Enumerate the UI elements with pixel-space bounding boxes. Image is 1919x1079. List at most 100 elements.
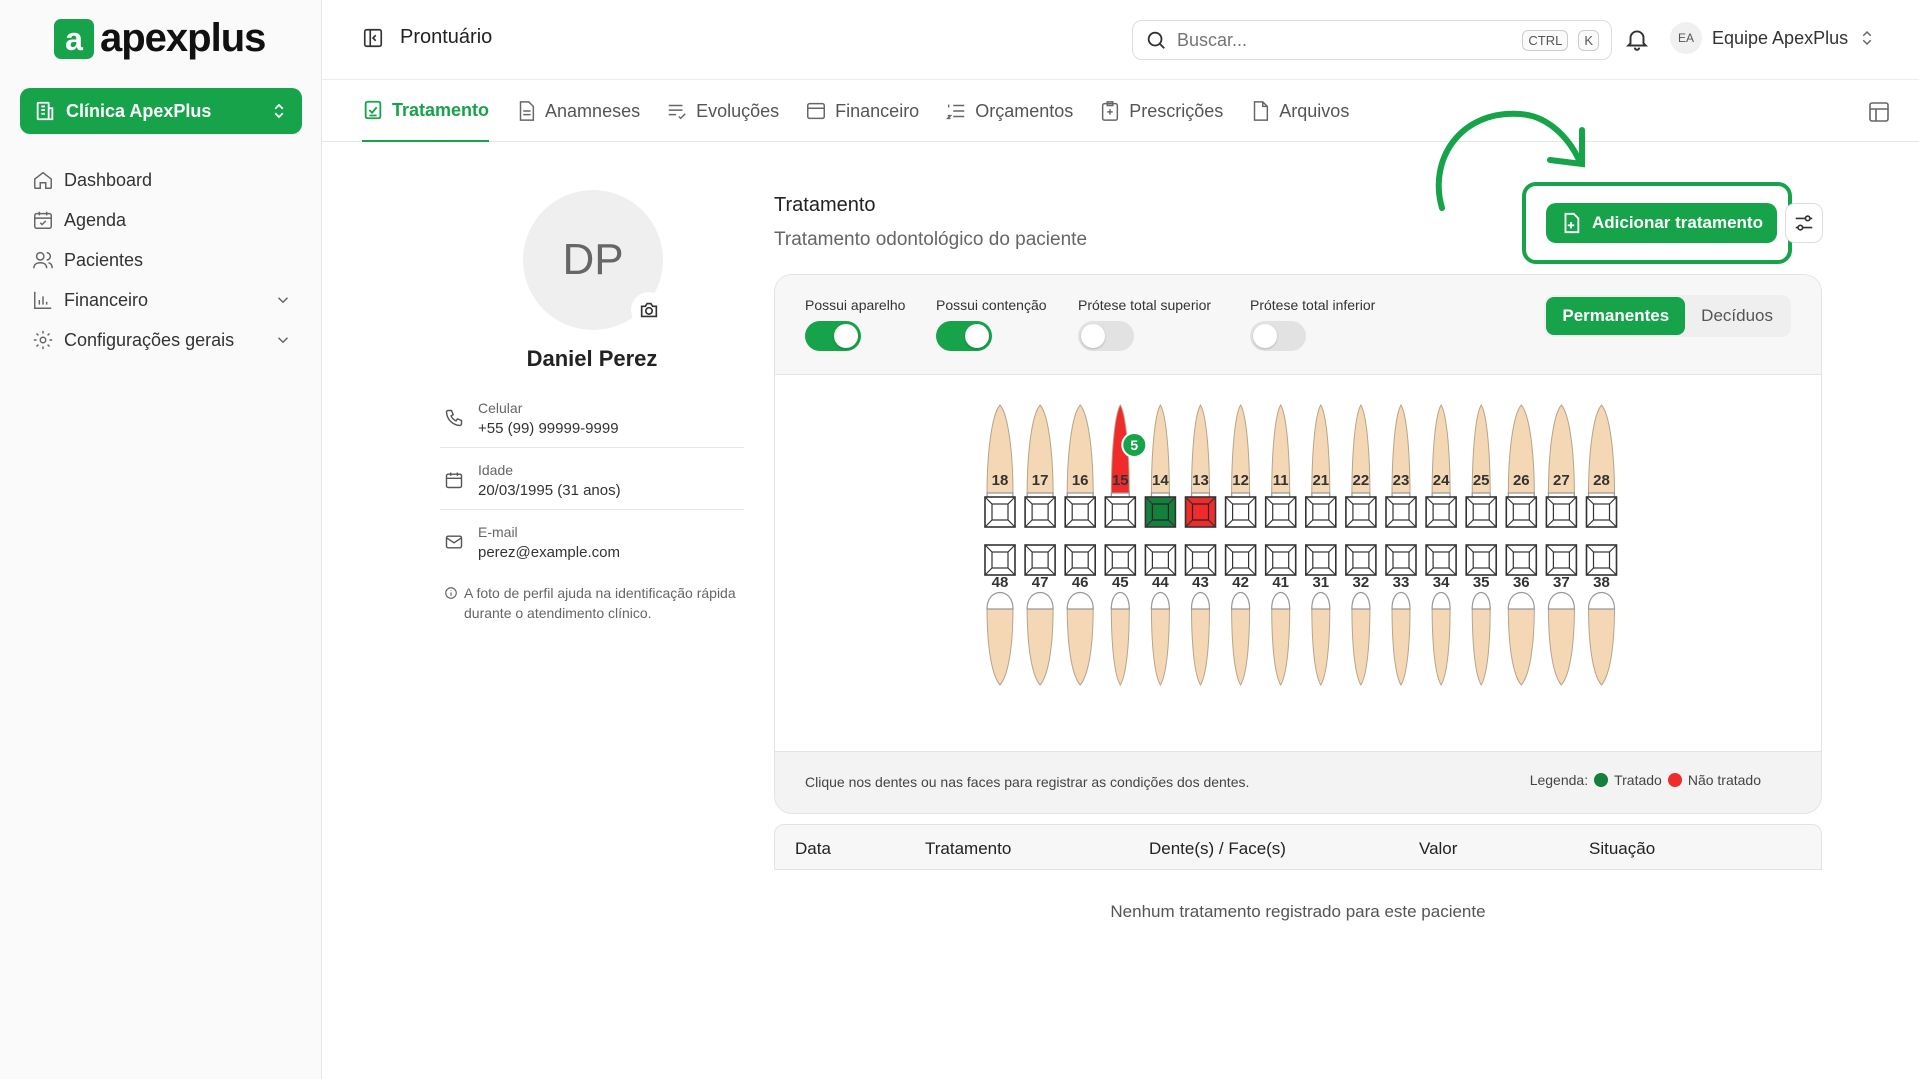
dentition-deciduos[interactable]: Decíduos xyxy=(1701,306,1773,325)
tooth-17[interactable] xyxy=(1026,404,1054,510)
layout-icon[interactable] xyxy=(1867,100,1891,124)
dentition-permanentes[interactable]: Permanentes xyxy=(1546,297,1686,335)
toggle-switch[interactable] xyxy=(1078,321,1134,351)
tooth-21[interactable] xyxy=(1311,404,1331,511)
tooth-faces-25[interactable] xyxy=(1465,496,1498,528)
tooth-25[interactable] xyxy=(1471,404,1491,511)
team-selector[interactable]: EA Equipe ApexPlus xyxy=(1670,22,1876,54)
tooth-44[interactable] xyxy=(1150,591,1171,686)
tooth-faces-37[interactable] xyxy=(1545,544,1578,576)
clinic-selector[interactable]: Clínica ApexPlus xyxy=(20,88,302,134)
tooth-22[interactable] xyxy=(1351,404,1371,511)
sidebar-item-financeiro[interactable]: Financeiro xyxy=(32,280,292,320)
tooth-faces-14[interactable] xyxy=(1144,496,1177,528)
tooth-28[interactable] xyxy=(1587,404,1616,510)
tooth-faces-36[interactable] xyxy=(1505,544,1538,576)
tooth-14[interactable] xyxy=(1150,404,1171,511)
search-box[interactable]: CTRL K xyxy=(1132,20,1612,60)
tooth-38[interactable] xyxy=(1587,592,1616,686)
tooth-15[interactable] xyxy=(1110,404,1130,511)
tooth-36[interactable] xyxy=(1507,592,1535,686)
toggle-switch[interactable] xyxy=(936,321,992,351)
tooth-faces-11[interactable] xyxy=(1264,496,1297,528)
tooth-faces-18[interactable] xyxy=(984,496,1016,528)
tooth-47[interactable] xyxy=(1026,592,1054,686)
tooth-faces-48[interactable] xyxy=(984,544,1016,576)
chevron-down-icon[interactable] xyxy=(274,291,292,309)
tooth-faces-23[interactable] xyxy=(1385,496,1417,528)
tooth-faces-45[interactable] xyxy=(1104,544,1137,576)
tooth-faces-22[interactable] xyxy=(1345,496,1377,528)
chevron-down-icon[interactable] xyxy=(274,331,292,349)
tooth-13[interactable] xyxy=(1190,404,1211,511)
tooth-faces-33[interactable] xyxy=(1385,544,1417,576)
tooth-41[interactable] xyxy=(1271,591,1291,686)
tooth-faces-43[interactable] xyxy=(1184,544,1217,576)
tooth-23[interactable] xyxy=(1391,404,1411,511)
tooth-faces-13[interactable] xyxy=(1184,496,1217,528)
filter-button[interactable] xyxy=(1785,203,1823,243)
tooth-faces-47[interactable] xyxy=(1024,544,1056,576)
tooth-faces-12[interactable] xyxy=(1224,496,1257,528)
tooth-faces-46[interactable] xyxy=(1064,544,1097,576)
collapse-sidebar-icon[interactable] xyxy=(362,27,384,49)
tooth-16[interactable] xyxy=(1066,404,1094,510)
tooth-12[interactable] xyxy=(1230,404,1251,511)
tab-anamneses[interactable]: Anamneses xyxy=(515,80,640,142)
change-photo-button[interactable] xyxy=(631,292,667,328)
tooth-31[interactable] xyxy=(1311,591,1331,686)
tooth-11[interactable] xyxy=(1271,404,1291,511)
tooth-faces-42[interactable] xyxy=(1224,544,1257,576)
add-treatment-button[interactable]: Adicionar tratamento xyxy=(1546,203,1777,243)
tooth-37[interactable] xyxy=(1547,592,1576,686)
sidebar-item-agenda[interactable]: Agenda xyxy=(32,200,292,240)
tab-tratamento[interactable]: Tratamento xyxy=(362,80,490,142)
tooth-faces-28[interactable] xyxy=(1585,496,1618,528)
toggle-switch[interactable] xyxy=(805,321,861,351)
tooth-faces-21[interactable] xyxy=(1304,496,1337,528)
tooth-24[interactable] xyxy=(1431,404,1451,511)
toggle-switch[interactable] xyxy=(1250,321,1306,351)
tooth-27[interactable] xyxy=(1547,404,1576,510)
tab-financeiro[interactable]: Financeiro xyxy=(805,80,919,142)
tab-evolucoes[interactable]: Evoluções xyxy=(666,80,779,142)
bell-icon[interactable] xyxy=(1624,26,1650,52)
tooth-faces-26[interactable] xyxy=(1505,496,1538,528)
sidebar-item-dashboard[interactable]: Dashboard xyxy=(32,160,292,200)
tooth-faces-31[interactable] xyxy=(1304,544,1337,576)
tooth-48[interactable] xyxy=(986,592,1014,686)
tooth-26[interactable] xyxy=(1507,404,1535,510)
tooth-number: 14 xyxy=(1152,472,1169,489)
tooth-faces-38[interactable] xyxy=(1585,544,1618,576)
tooth-34[interactable] xyxy=(1431,591,1451,686)
info-email: E-mail perez@example.com xyxy=(440,510,744,571)
tooth-35[interactable] xyxy=(1471,591,1491,686)
tooth-faces-15[interactable] xyxy=(1104,496,1137,528)
tooth-faces-35[interactable] xyxy=(1465,544,1498,576)
tooth-42[interactable] xyxy=(1230,591,1251,686)
tooth-43[interactable] xyxy=(1190,591,1211,686)
tooth-faces-27[interactable] xyxy=(1545,496,1578,528)
logo[interactable]: a apexplus xyxy=(54,16,266,61)
table-header: Data Tratamento Dente(s) / Face(s) Valor… xyxy=(774,824,1822,870)
sidebar-item-pacientes[interactable]: Pacientes xyxy=(32,240,292,280)
tooth-faces-34[interactable] xyxy=(1425,544,1457,576)
tooth-faces-44[interactable] xyxy=(1144,544,1177,576)
tooth-faces-17[interactable] xyxy=(1024,496,1056,528)
tooth-faces-32[interactable] xyxy=(1345,544,1377,576)
tooth-45[interactable] xyxy=(1110,591,1130,686)
sidebar-item-configuracoes[interactable]: Configurações gerais xyxy=(32,320,292,360)
tooth-faces-24[interactable] xyxy=(1425,496,1457,528)
tab-orcamentos[interactable]: Orçamentos xyxy=(945,80,1073,142)
logo-mark: a xyxy=(54,18,94,59)
tab-arquivos[interactable]: Arquivos xyxy=(1249,80,1349,142)
tab-prescricoes[interactable]: Prescrições xyxy=(1099,80,1223,142)
tooth-33[interactable] xyxy=(1391,591,1411,686)
tooth-faces-41[interactable] xyxy=(1264,544,1297,576)
tooth-18[interactable] xyxy=(986,404,1014,510)
tooth-32[interactable] xyxy=(1351,591,1371,686)
search-input[interactable] xyxy=(1177,29,1513,51)
tooth-46[interactable] xyxy=(1066,592,1094,686)
col-dentes: Dente(s) / Face(s) xyxy=(1149,839,1286,858)
tooth-faces-16[interactable] xyxy=(1064,496,1097,528)
